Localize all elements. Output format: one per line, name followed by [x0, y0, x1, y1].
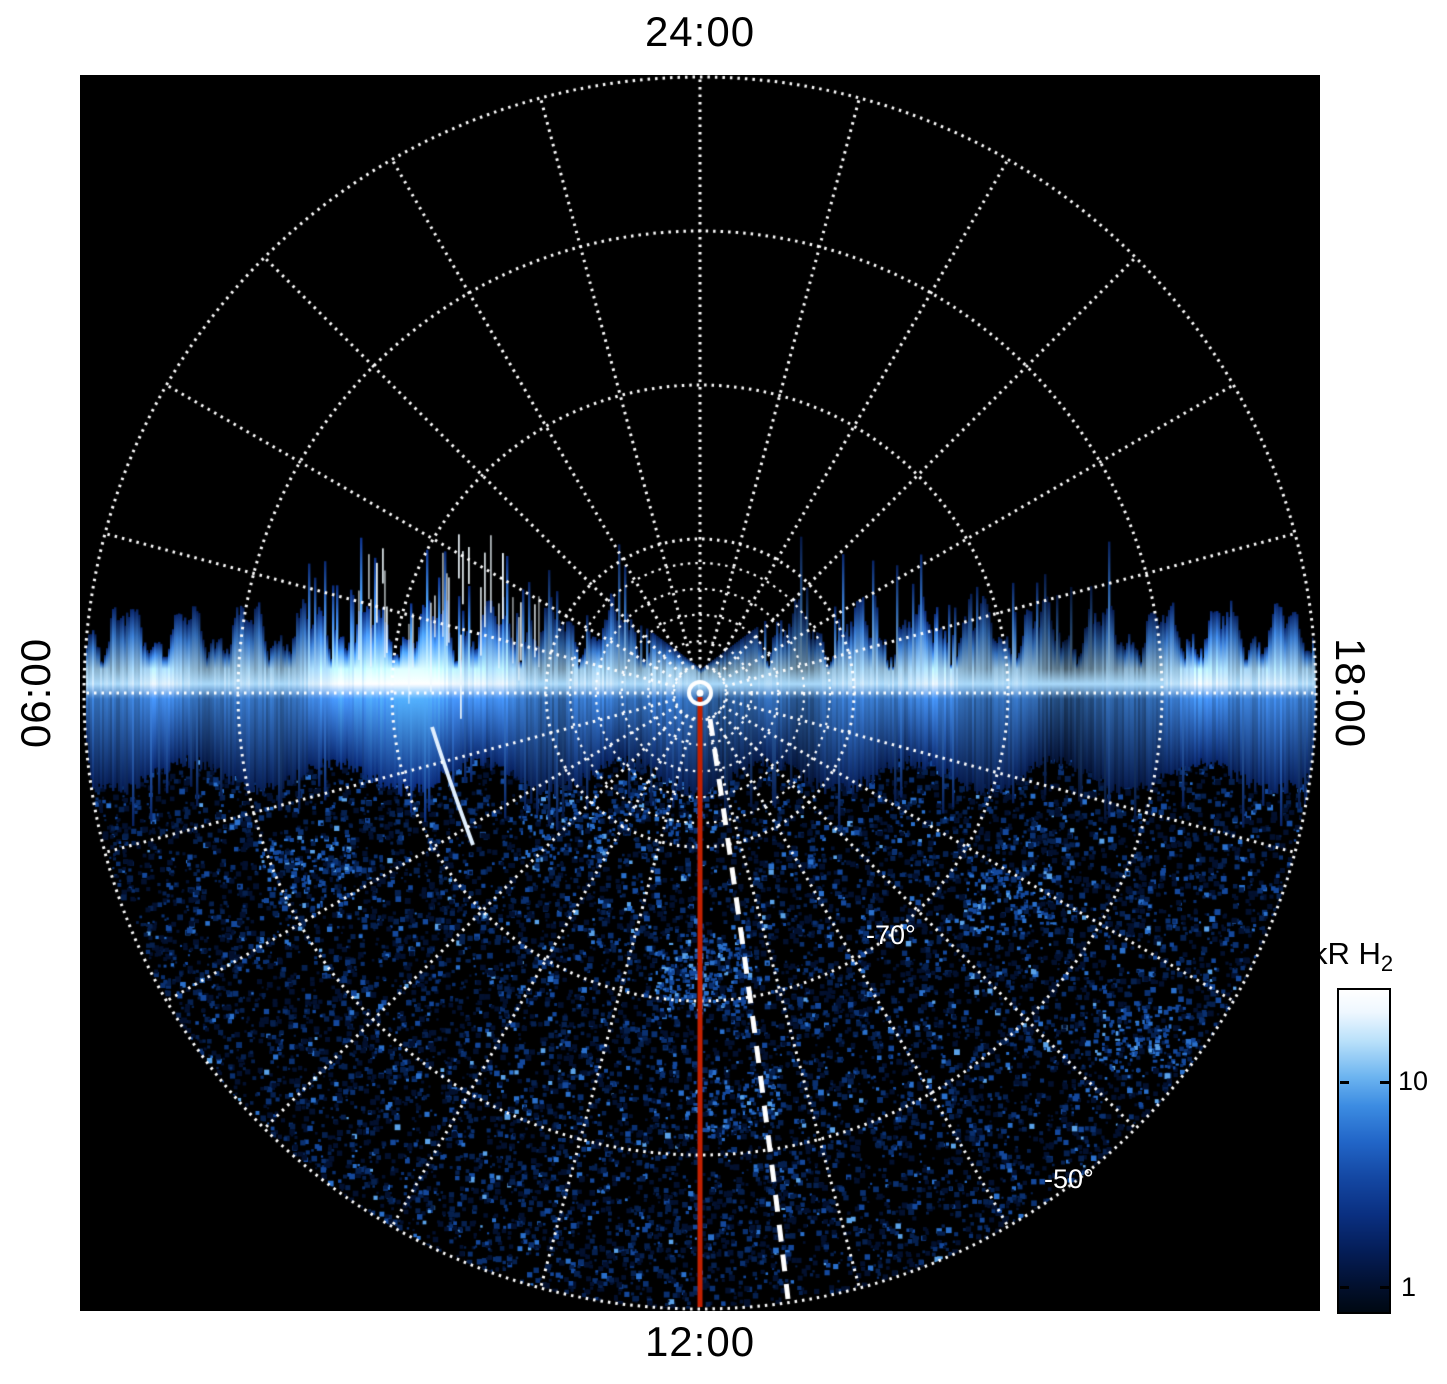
time-label-0600: 06:00: [12, 637, 59, 749]
colorbar: [1337, 988, 1391, 1314]
polar-emission-map: [80, 75, 1320, 1311]
colorbar-tick-mark: [1340, 1081, 1349, 1084]
colorbar-tick-1: 1: [1401, 1272, 1417, 1302]
colorbar-gradient: [1339, 990, 1389, 1312]
colorbar-label: kR H2: [1312, 936, 1393, 977]
time-label-2400: 24:00: [644, 8, 756, 55]
time-label-1200: 12:00: [644, 1318, 756, 1365]
colorbar-tick-mark: [1380, 1286, 1389, 1289]
colorbar-tick-10: 10: [1398, 1066, 1429, 1096]
plot-area: [80, 75, 1320, 1311]
time-label-1800: 18:00: [1327, 637, 1374, 749]
colorbar-label-sub: 2: [1380, 951, 1394, 977]
latitude-label-minus70: -70°: [866, 920, 916, 950]
colorbar-label-main: kR H: [1312, 936, 1381, 971]
colorbar-tick-mark: [1340, 1286, 1349, 1289]
latitude-label-minus50: -50°: [1044, 1164, 1094, 1194]
colorbar-tick-mark: [1380, 1081, 1389, 1084]
